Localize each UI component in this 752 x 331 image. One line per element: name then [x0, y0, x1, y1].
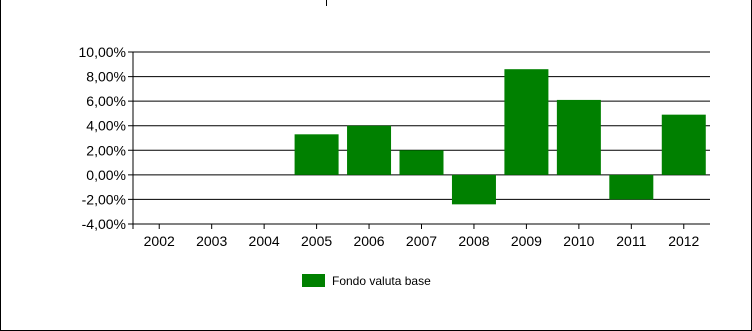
x-tick-label: 2011: [616, 233, 646, 249]
legend-label: Fondo valuta base: [332, 274, 431, 288]
x-tick-label: 2010: [563, 233, 594, 249]
bar-2011: [609, 174, 654, 200]
axes: [132, 52, 710, 229]
x-tick-label: 2012: [668, 233, 699, 249]
x-tick-label: 2004: [249, 233, 280, 249]
x-tick-label: 2009: [511, 233, 542, 249]
x-tick-label: 2006: [353, 233, 384, 249]
frame-top-tick: [326, 0, 327, 6]
x-tick-label: 2003: [196, 233, 227, 249]
x-tick-label: 2008: [458, 233, 489, 249]
bar-2006: [347, 125, 392, 175]
y-tick-label: -2,00%: [82, 191, 126, 207]
bar-2012: [661, 114, 706, 175]
bar-2007: [399, 150, 444, 175]
x-tick-label: 2007: [406, 233, 437, 249]
bar-2009: [504, 69, 549, 175]
x-tick-label: 2002: [144, 233, 175, 249]
x-tick-labels: 2002 2003 2004 2005 2006 2007 2008 2009 2010 2011…: [144, 224, 700, 249]
legend-swatch: [302, 274, 325, 287]
y-tick-label: 8,00%: [86, 69, 126, 85]
x-tick-label: 2005: [301, 233, 332, 249]
y-tick-label: 0,00%: [86, 167, 126, 183]
y-tick-label: 10,00%: [79, 44, 126, 60]
bars: [294, 69, 706, 205]
y-tick-label: 2,00%: [86, 142, 126, 158]
y-tick-labels: 10,00% 8,00% 6,00% 4,00% 2,00% 0,00% -2,00% -4,…: [79, 44, 126, 232]
bar-2005: [294, 134, 339, 175]
bar-2010: [556, 99, 601, 175]
legend: Fondo valuta base: [302, 274, 431, 288]
bar-2008: [451, 174, 496, 205]
y-tick-label: -4,00%: [82, 216, 126, 232]
y-tick-label: 6,00%: [86, 93, 126, 109]
y-tick-label: 4,00%: [86, 118, 126, 134]
